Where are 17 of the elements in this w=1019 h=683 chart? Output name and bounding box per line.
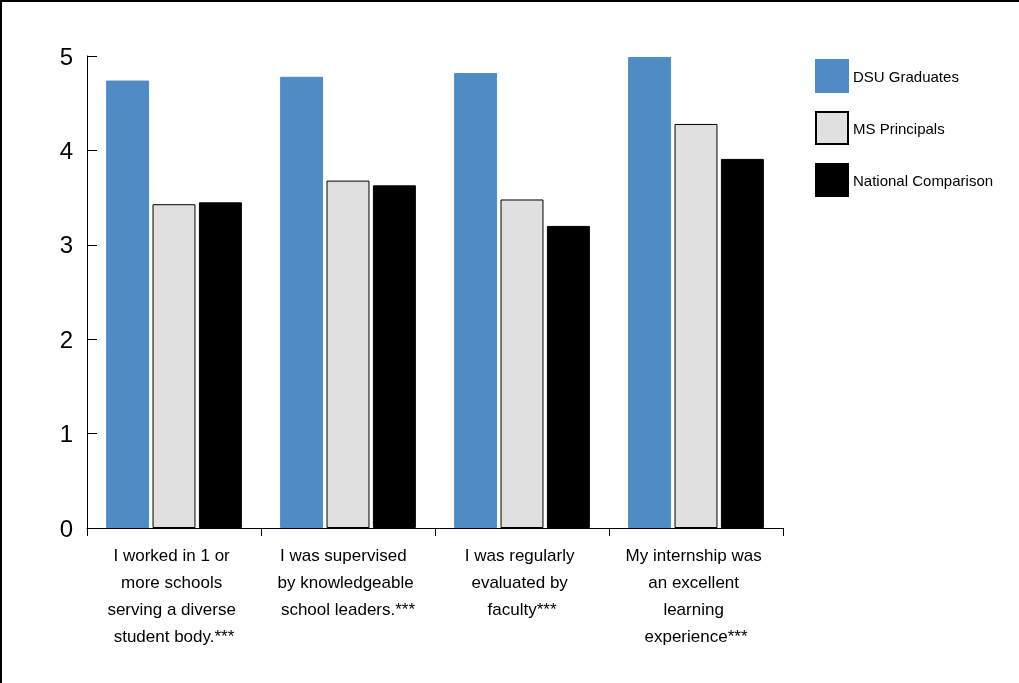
x-tick-label: I was supervised by knowledgeable school leaders.*** xyxy=(277,546,419,619)
bar xyxy=(628,56,672,528)
y-tick-label: 1 xyxy=(59,420,73,448)
x-tick-label: I worked in 1 or more schools serving a diverse student body.*** xyxy=(107,546,241,646)
x-tick-label: I was regularly evaluated by faculty*** xyxy=(464,546,580,619)
x-tick-label: My internship was an excellent learning experience*** xyxy=(625,546,767,646)
y-tick-label: 3 xyxy=(59,231,73,259)
y-tick-label: 2 xyxy=(59,325,73,353)
legend-label: MS Principals xyxy=(853,119,945,137)
y-tick-label: 4 xyxy=(59,136,73,164)
bar xyxy=(280,76,324,528)
legend-label: National Comparison xyxy=(853,171,994,189)
bar xyxy=(106,80,150,528)
bar xyxy=(454,72,498,528)
legend-label: DSU Graduates xyxy=(853,67,959,85)
y-tick-label: 5 xyxy=(59,42,73,70)
y-tick-label: 0 xyxy=(59,514,73,542)
